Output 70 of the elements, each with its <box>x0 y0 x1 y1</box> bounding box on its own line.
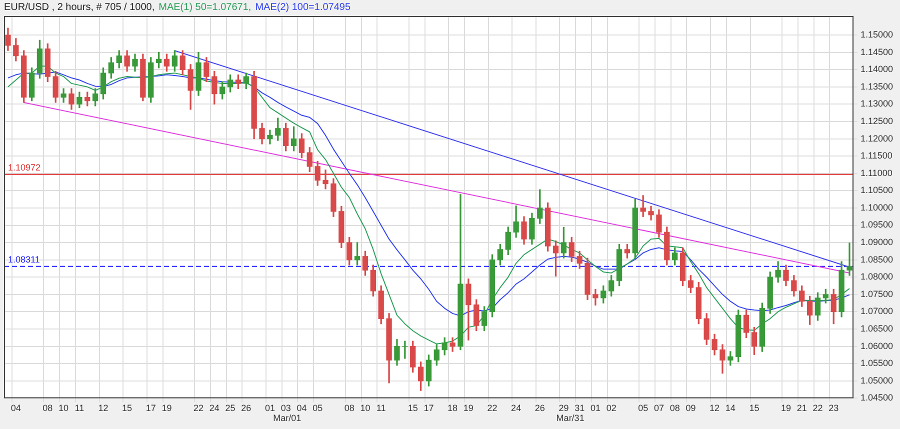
y-tick-label: 1.05000 <box>860 375 894 386</box>
x-tick-label: 31 <box>574 403 585 414</box>
y-tick-label: 1.07000 <box>860 306 894 316</box>
y-tick-label: 1.09500 <box>860 220 894 230</box>
y-tick-label: 1.10000 <box>860 202 894 212</box>
text: MAE(1) 50=1.07671, <box>158 2 252 13</box>
x-tick-label: 19 <box>162 403 172 414</box>
y-tick-label: 1.13000 <box>860 98 894 109</box>
y-tick-label: 1.12000 <box>860 133 894 144</box>
x-tick-label: 18 <box>448 403 458 414</box>
x-tick-label: 10 <box>58 403 69 414</box>
x-tick-label: 10 <box>360 403 370 414</box>
x-tick-label: 04 <box>296 403 307 414</box>
x-tick-label: 04 <box>10 403 21 414</box>
y-tick-label: 1.14500 <box>860 46 894 57</box>
x-tick-label: 22 <box>487 403 498 414</box>
x-tick-label: 23 <box>828 403 839 414</box>
y-tick-label: 1.14000 <box>860 64 894 74</box>
x-tick-label: 08 <box>670 403 680 414</box>
x-tick-label: 15 <box>122 403 132 414</box>
y-tick-label: 1.11000 <box>860 168 892 178</box>
y-tick-label: 1.13500 <box>860 81 894 92</box>
x-tick-label: 08 <box>344 403 354 414</box>
x-tick-label: 07 <box>654 403 664 414</box>
y-tick-label: 1.10500 <box>860 185 894 196</box>
x-tick-label: 29 <box>558 403 569 414</box>
x-tick-label: 15 <box>408 403 418 414</box>
x-tick-label: 17 <box>424 403 434 414</box>
x-tick-label: 11 <box>74 403 84 414</box>
x-tick-label: 24 <box>209 403 220 414</box>
y-tick-label: 1.11500 <box>860 150 892 161</box>
text: Mar/31 <box>556 413 584 424</box>
y-tick-label: 1.08000 <box>860 272 894 282</box>
x-tick-label: 19 <box>463 403 474 414</box>
x-tick-label: 05 <box>312 403 323 414</box>
ref-line-label: 1.08311 <box>8 254 40 264</box>
x-tick-label: 17 <box>146 403 156 414</box>
ref-line-label: 1.10972 <box>8 162 41 172</box>
y-tick-label: 1.12500 <box>860 116 894 126</box>
y-tick-label: 1.09000 <box>860 237 894 248</box>
x-tick-label: 01 <box>590 403 600 414</box>
x-tick-label: 22 <box>193 403 204 414</box>
x-tick-label: 12 <box>98 403 108 414</box>
x-tick-label: 12 <box>710 403 720 414</box>
y-tick-label: 1.15000 <box>860 30 894 40</box>
y-tick-label: 1.06500 <box>860 324 894 334</box>
text: MAE(2) 100=1.07495 <box>255 2 351 13</box>
y-tick-label: 1.06000 <box>860 340 894 351</box>
x-tick-label: 03 <box>280 403 291 414</box>
chart-title: EUR/USD , 2 hours, # 705 / 1000, <box>4 2 155 13</box>
x-tick-label: 22 <box>812 403 823 414</box>
x-tick-label: 19 <box>780 403 791 414</box>
x-tick-label: 14 <box>725 403 736 414</box>
y-tick-label: 1.05500 <box>860 358 894 368</box>
y-tick-label: 1.08500 <box>860 254 894 264</box>
y-tick-label: 1.04500 <box>860 392 894 403</box>
x-tick-label: 02 <box>606 403 616 414</box>
x-tick-label: 15 <box>749 403 760 414</box>
x-tick-label: 05 <box>638 403 648 414</box>
x-tick-label: 11 <box>376 403 386 414</box>
text: Mar/01 <box>273 413 302 424</box>
x-tick-label: 21 <box>796 403 807 414</box>
y-tick-label: 1.07500 <box>860 288 894 299</box>
x-tick-label: 01 <box>264 403 275 414</box>
x-tick-label: 08 <box>42 403 53 414</box>
x-tick-label: 09 <box>686 403 696 414</box>
x-tick-label: 24 <box>511 403 522 414</box>
x-tick-label: 26 <box>241 403 252 414</box>
x-tick-label: 26 <box>534 403 545 414</box>
x-tick-label: 25 <box>225 403 236 414</box>
